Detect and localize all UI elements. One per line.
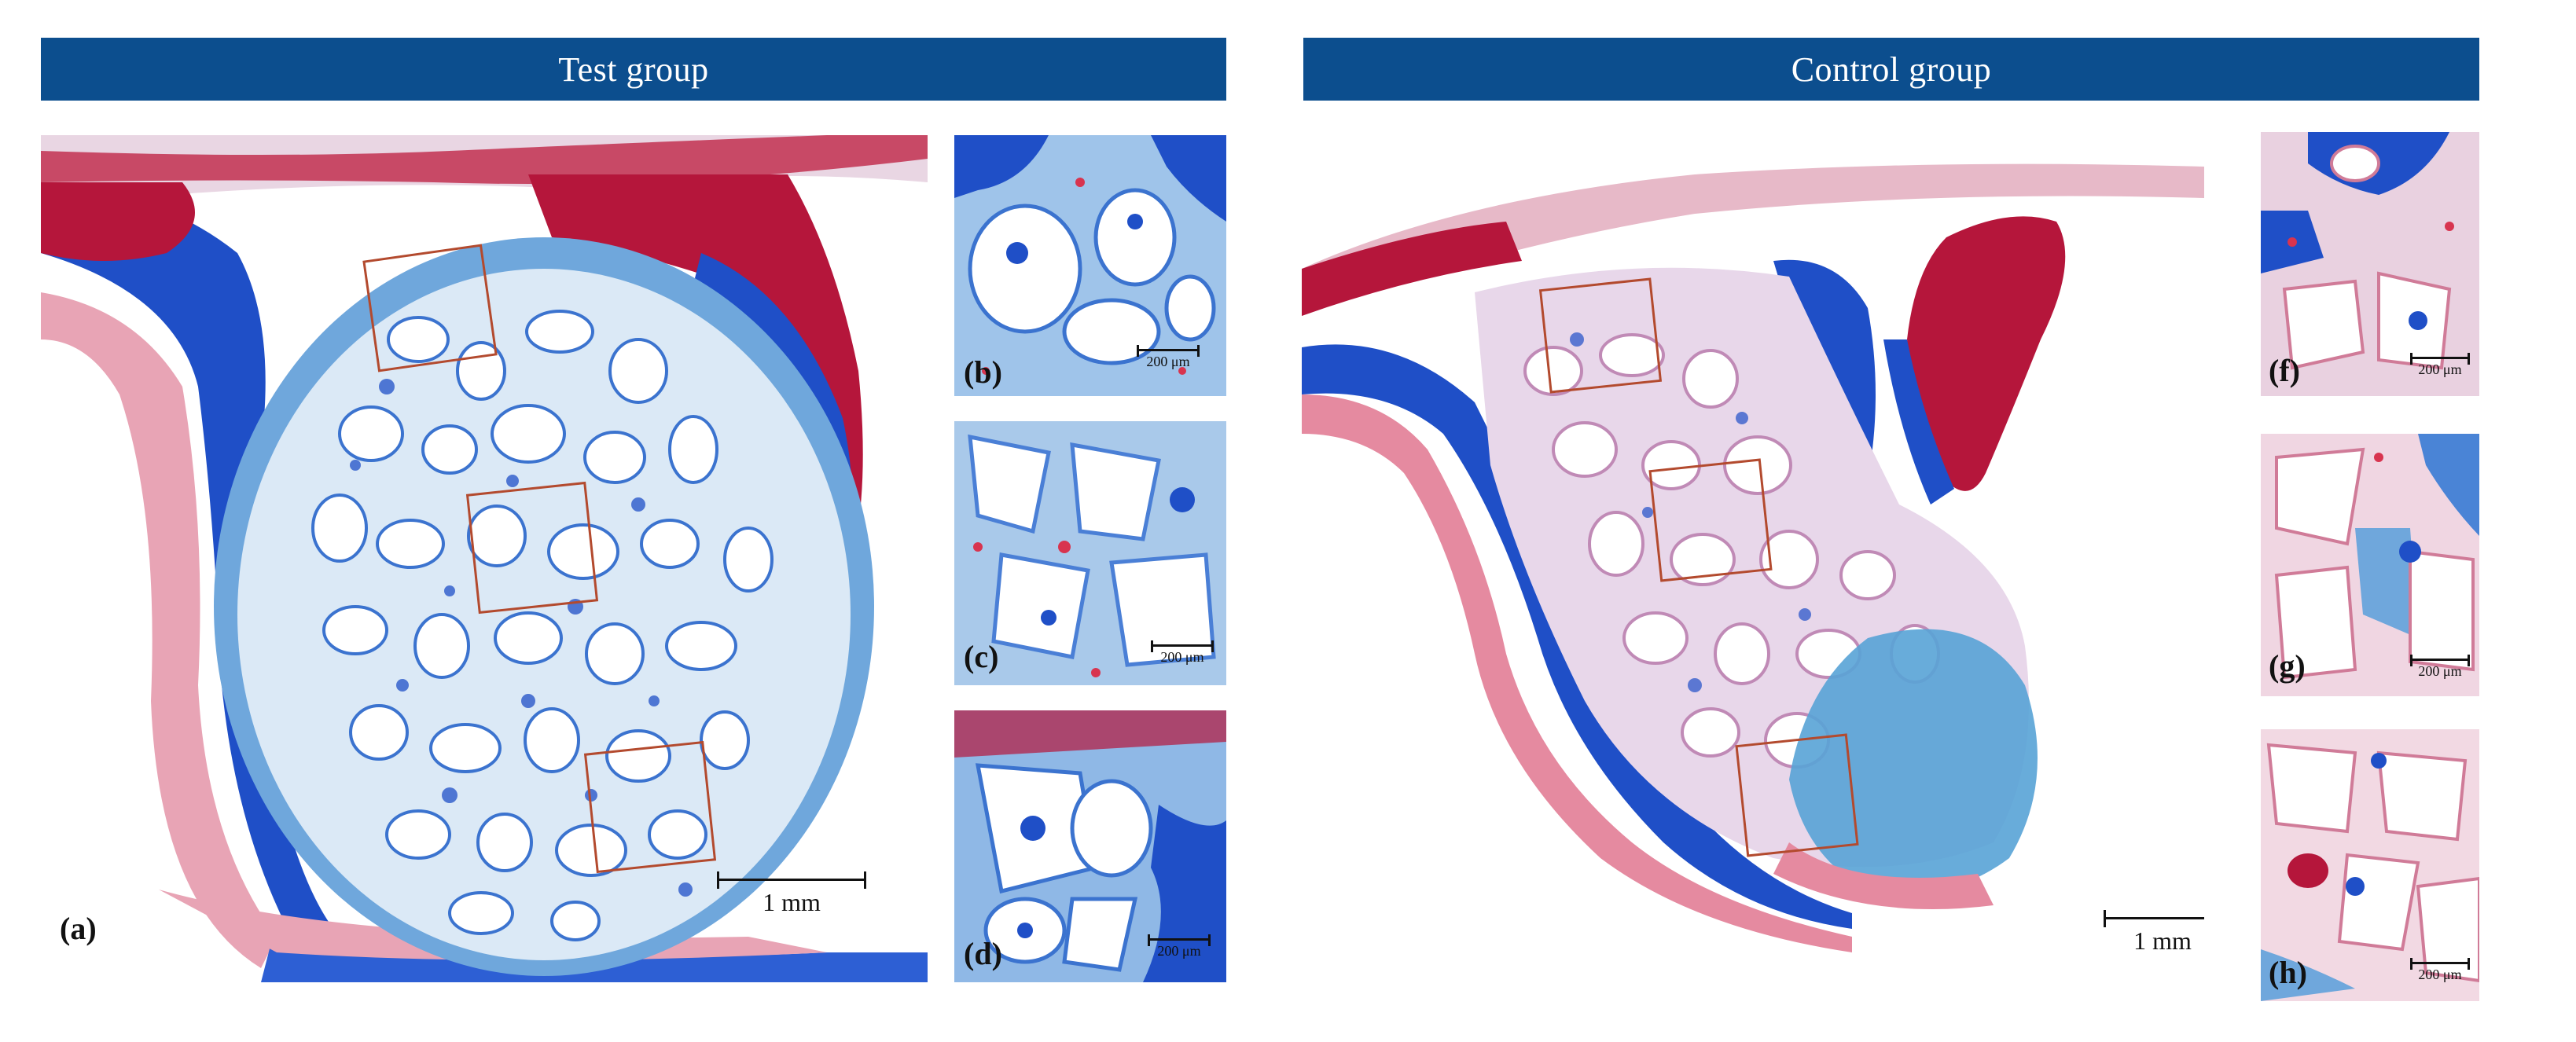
scale-bar-text: 200 μm [2418, 663, 2462, 679]
scale-bar-line [1148, 934, 1211, 946]
histology-inset-f: (f) 200 μm [2261, 132, 2479, 396]
inset-image-c [954, 421, 1226, 685]
scale-bar-text: 200 μm [1160, 649, 1204, 665]
scale-bar-line [2410, 958, 2470, 970]
inset-image-f [2261, 132, 2479, 396]
scale-bar-text: 200 μm [2418, 967, 2462, 982]
group-header: Test group [41, 38, 1226, 101]
inset-image-h [2261, 729, 2479, 1001]
histology-inset-g: (g) 200 μm [2261, 434, 2479, 696]
scale-bar-text: 200 μm [1146, 354, 1190, 369]
panel-label-h: (h) [2269, 955, 2307, 990]
scale-bar-line [717, 871, 866, 889]
scale-bar-text: 1 mm [763, 888, 821, 916]
scale-bar-text: 200 μm [1157, 943, 1201, 959]
scale-bar-text: 1 mm [2133, 926, 2192, 955]
panel-label-a: (a) [60, 911, 97, 946]
inset-image-d [954, 710, 1226, 982]
group-header: Control group [1303, 38, 2479, 101]
scale-bar-line [2104, 910, 2204, 927]
histology-inset-c: (c) 200 μm [954, 421, 1226, 685]
inset-image-b [954, 135, 1226, 396]
scale-bar-line [2410, 353, 2470, 365]
scale-bar-text: 200 μm [2418, 361, 2462, 377]
tissue-section-image [1302, 135, 2204, 1007]
panel-label-b: (b) [964, 354, 1002, 390]
histology-panel-a: (a) 1 mm [41, 135, 928, 982]
panel-label-c: (c) [964, 639, 999, 674]
scale-bar-line [2410, 655, 2470, 666]
inset-image-g [2261, 434, 2479, 696]
histology-inset-b: (b) 200 μm [954, 135, 1226, 396]
histology-inset-h: (h) 200 μm [2261, 729, 2479, 1001]
histology-inset-d: (d) 200 μm [954, 710, 1226, 982]
scale-bar-line [1151, 640, 1214, 652]
panel-label-d: (d) [964, 936, 1002, 971]
tissue-section-image [41, 135, 928, 982]
panel-label-f: (f) [2269, 353, 2300, 388]
histology-panel-e: 1 mm [1302, 135, 2204, 1007]
scale-bar-line [1137, 345, 1200, 357]
panel-label-g: (g) [2269, 648, 2306, 684]
